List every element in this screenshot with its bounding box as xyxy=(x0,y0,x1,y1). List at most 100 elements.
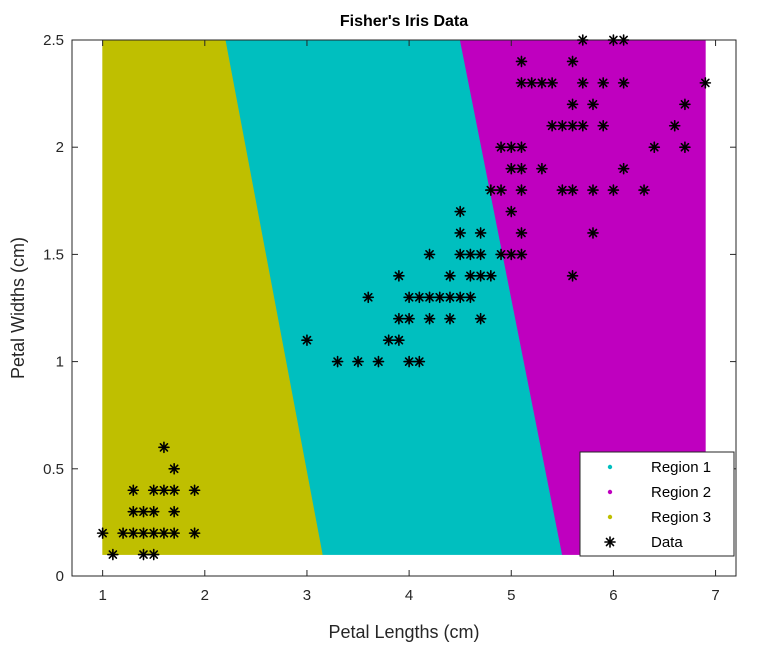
data-point xyxy=(617,162,630,175)
y-tick-label: 2.5 xyxy=(43,32,64,49)
data-point xyxy=(648,141,661,153)
data-point xyxy=(454,227,466,239)
data-point xyxy=(546,119,558,132)
data-point xyxy=(566,55,579,68)
data-point xyxy=(464,270,477,282)
data-point xyxy=(679,98,691,111)
data-point xyxy=(168,462,180,475)
data-point xyxy=(556,184,569,196)
data-point xyxy=(464,291,477,304)
data-point xyxy=(597,119,610,132)
data-point xyxy=(158,527,170,539)
axes-box xyxy=(71,39,737,577)
data-point xyxy=(454,291,466,304)
data-point xyxy=(168,505,180,518)
data-point xyxy=(515,162,528,175)
data-point xyxy=(668,119,681,132)
legend-label: Data xyxy=(651,534,683,551)
legend-box xyxy=(579,451,735,557)
legend-label: Region 1 xyxy=(651,459,711,476)
data-point xyxy=(127,484,140,497)
data-point xyxy=(158,441,170,454)
data-point xyxy=(495,248,507,261)
x-tick-label: 6 xyxy=(609,587,617,604)
legend: Region 1 Region 2 Region 3 Data xyxy=(579,451,735,557)
data-point xyxy=(566,270,579,282)
data-point xyxy=(423,312,436,325)
data-point xyxy=(474,227,487,239)
data-point xyxy=(454,205,466,218)
data-point xyxy=(505,162,518,175)
data-point xyxy=(137,548,150,561)
data-point xyxy=(158,484,170,497)
data-point xyxy=(127,505,140,518)
data-point xyxy=(433,291,446,304)
data-point xyxy=(474,270,487,282)
x-tick-label: 1 xyxy=(98,587,106,604)
data-point xyxy=(137,505,150,518)
data-point xyxy=(515,184,528,196)
data-point xyxy=(362,291,375,304)
data-point xyxy=(536,77,548,89)
data-point xyxy=(444,270,456,282)
data-point xyxy=(188,484,201,497)
data-point xyxy=(576,119,589,132)
data-point xyxy=(556,119,569,132)
data-point xyxy=(168,484,180,497)
data-point xyxy=(505,205,518,218)
data-point xyxy=(444,291,456,304)
data-point xyxy=(587,227,599,239)
data-point xyxy=(423,291,436,304)
data-point xyxy=(576,77,589,89)
legend-data-marker xyxy=(604,536,616,548)
data-point xyxy=(413,355,426,368)
data-point xyxy=(444,312,456,325)
legend-region-marker xyxy=(607,489,613,495)
data-point xyxy=(372,355,385,368)
data-point xyxy=(587,98,599,111)
data-point xyxy=(474,312,487,325)
data-point xyxy=(301,334,313,346)
y-tick-label: 2 xyxy=(56,139,64,156)
legend-region-marker xyxy=(607,464,613,470)
data-point xyxy=(515,227,528,239)
chart-title: Fisher's Iris Data xyxy=(340,13,468,30)
data-point xyxy=(546,77,558,89)
data-point xyxy=(393,270,405,282)
data-point xyxy=(515,248,528,261)
data-point xyxy=(147,548,160,561)
data-point xyxy=(485,184,497,196)
data-point xyxy=(423,248,436,261)
data-point xyxy=(464,248,477,261)
data-point xyxy=(188,527,201,539)
data-point xyxy=(607,34,620,46)
legend-label: Region 3 xyxy=(651,509,711,526)
data-point xyxy=(352,355,364,368)
data-point xyxy=(393,312,405,325)
data-point xyxy=(597,77,610,89)
data-point xyxy=(505,141,518,153)
data-point xyxy=(566,184,579,196)
data-point xyxy=(485,270,497,282)
data-point xyxy=(617,34,630,46)
data-point xyxy=(107,548,119,561)
data-point xyxy=(515,141,528,153)
x-tick-label: 7 xyxy=(711,587,719,604)
x-tick-label: 2 xyxy=(201,587,209,604)
data-point xyxy=(137,527,150,539)
data-point xyxy=(576,34,589,46)
data-point xyxy=(525,77,538,89)
data-point xyxy=(617,77,630,89)
data-point xyxy=(403,291,415,304)
x-tick-label: 3 xyxy=(303,587,311,604)
legend-label: Region 2 xyxy=(651,484,711,501)
data-point xyxy=(566,119,579,132)
x-axis-label: Petal Lengths (cm) xyxy=(328,622,479,642)
y-axis-label: Petal Widths (cm) xyxy=(8,237,28,379)
data-point xyxy=(403,355,415,368)
y-tick-label: 1 xyxy=(56,354,64,371)
data-point xyxy=(127,527,140,539)
data-point xyxy=(147,527,160,539)
data-point xyxy=(515,77,528,89)
